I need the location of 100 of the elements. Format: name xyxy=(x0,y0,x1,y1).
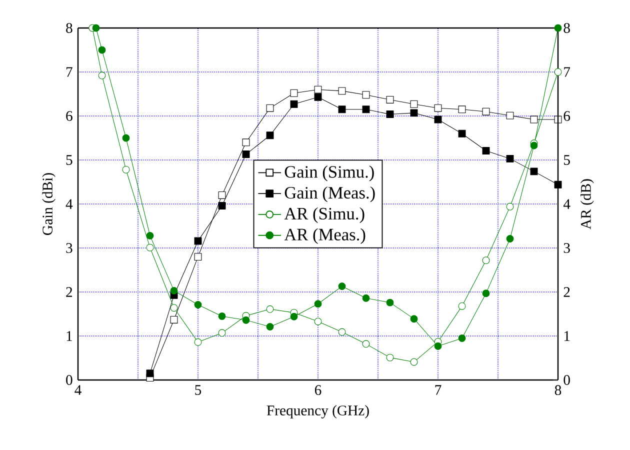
point xyxy=(170,316,178,324)
point xyxy=(530,116,538,124)
point xyxy=(242,138,250,146)
y2-tick-label: 2 xyxy=(564,287,570,297)
y2-tick-label: 1 xyxy=(564,331,570,341)
y2-tick-label: 8 xyxy=(564,23,570,33)
point xyxy=(194,338,202,346)
point xyxy=(410,358,418,366)
point xyxy=(194,253,202,261)
point xyxy=(530,168,538,176)
y-tick-label: 3 xyxy=(66,243,72,253)
point xyxy=(218,191,226,199)
point xyxy=(338,106,346,114)
point xyxy=(458,106,466,114)
y-tick-label: 8 xyxy=(66,23,72,33)
legend-label: AR (Meas.) xyxy=(284,228,366,244)
y-tick-label: 0 xyxy=(66,375,72,385)
point xyxy=(290,100,298,108)
point xyxy=(266,305,274,313)
point xyxy=(338,328,346,336)
point xyxy=(122,134,130,142)
point xyxy=(386,298,394,306)
point xyxy=(218,312,226,320)
point xyxy=(434,104,442,112)
y-tick-label: 4 xyxy=(66,199,73,209)
point xyxy=(386,354,394,362)
point xyxy=(338,282,346,290)
x-tick-label: 7 xyxy=(435,385,442,395)
point xyxy=(194,301,202,308)
point xyxy=(386,110,394,118)
point xyxy=(554,24,562,32)
point xyxy=(410,315,418,323)
y-tick-label: 6 xyxy=(66,111,72,121)
x-tick-label: 6 xyxy=(314,385,322,396)
point xyxy=(266,323,274,330)
y2-tick-label: 3 xyxy=(564,243,570,253)
y-tick-label: 5 xyxy=(66,155,72,165)
y-tick-label: 1 xyxy=(66,331,72,341)
y2-tick-label: 0 xyxy=(564,375,570,385)
point xyxy=(506,112,514,120)
point xyxy=(458,334,466,342)
y-tick-label: 2 xyxy=(66,287,72,297)
point xyxy=(146,370,154,378)
point xyxy=(410,109,418,117)
x-tick-label: 8 xyxy=(554,385,562,396)
point xyxy=(98,46,106,54)
point xyxy=(362,340,370,348)
point xyxy=(554,116,562,124)
point xyxy=(194,237,202,245)
point xyxy=(314,86,322,94)
point xyxy=(92,24,100,32)
point xyxy=(458,130,466,138)
point xyxy=(506,202,514,210)
point xyxy=(554,180,562,188)
y2-axis-title: AR (dB) xyxy=(580,179,594,230)
point xyxy=(218,329,226,337)
point xyxy=(482,290,490,298)
point xyxy=(122,166,130,174)
point xyxy=(458,302,466,310)
point xyxy=(434,342,442,350)
point xyxy=(482,147,490,154)
point xyxy=(218,202,226,210)
point xyxy=(98,72,106,80)
point xyxy=(410,100,418,108)
point xyxy=(482,256,490,264)
point xyxy=(362,294,370,302)
point xyxy=(362,106,370,114)
point xyxy=(170,286,178,294)
point xyxy=(314,93,322,101)
y2-tick-label: 7 xyxy=(564,67,570,77)
legend-label: Gain (Simu.) xyxy=(284,166,374,182)
point xyxy=(170,304,178,312)
point xyxy=(314,318,322,326)
point xyxy=(554,68,562,76)
legend-label: AR (Simu.) xyxy=(284,207,364,224)
point xyxy=(506,154,514,162)
point xyxy=(290,312,298,320)
point xyxy=(266,132,274,140)
x-axis-title: Frequency (GHz) xyxy=(266,405,369,418)
point xyxy=(338,87,346,95)
point xyxy=(362,91,370,99)
point xyxy=(290,89,298,97)
y2-tick-label: 4 xyxy=(563,199,570,209)
y2-tick-label: 6 xyxy=(564,111,570,121)
point xyxy=(242,316,250,324)
point xyxy=(146,232,154,240)
point xyxy=(314,300,322,308)
y2-tick-label: 5 xyxy=(564,155,570,165)
legend-label: Gain (Meas.) xyxy=(284,186,375,202)
point xyxy=(242,150,250,158)
x-tick-label: 5 xyxy=(195,385,202,395)
point xyxy=(434,116,442,124)
point xyxy=(386,96,394,104)
y-axis-title: Gain (dBi) xyxy=(42,173,56,235)
point xyxy=(266,104,274,112)
point xyxy=(506,235,514,242)
y-tick-label: 7 xyxy=(66,67,72,77)
point xyxy=(146,244,154,252)
x-tick-label: 4 xyxy=(74,385,82,395)
point xyxy=(482,108,490,116)
